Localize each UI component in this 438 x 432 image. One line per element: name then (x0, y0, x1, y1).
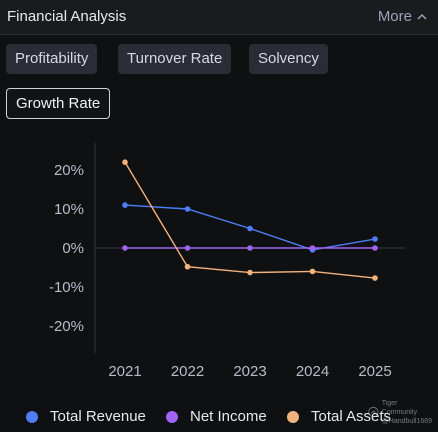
data-point-total-revenue[interactable] (372, 236, 378, 242)
y-tick-label: -20% (49, 318, 84, 335)
tiger-logo-icon (368, 406, 379, 418)
header: Financial Analysis More (0, 0, 438, 35)
tab-turnover-rate[interactable]: Turnover Rate (118, 44, 232, 74)
legend-total-assets[interactable]: Total Assets (287, 408, 391, 425)
x-tick-label: 2022 (171, 363, 204, 380)
watermark-line1: Tiger Community (381, 399, 418, 416)
data-point-total-assets[interactable] (184, 263, 191, 270)
tab-profitability[interactable]: Profitability (6, 44, 98, 74)
data-point-net-income[interactable] (309, 245, 316, 251)
legend-total-revenue[interactable]: Total Revenue (26, 408, 146, 425)
data-point-net-income[interactable] (372, 245, 378, 251)
data-point-total-assets[interactable] (372, 275, 378, 281)
data-point-total-revenue[interactable] (184, 206, 191, 212)
more-label: More (377, 8, 412, 25)
tab-growth-rate[interactable]: Growth Rate (6, 88, 111, 119)
growth-rate-chart: 20% 10% 0% -10% -20% 2021 2022 2023 2024 2025 (49, 142, 405, 380)
data-point-total-revenue[interactable] (247, 225, 253, 232)
page-title: Financial Analysis (7, 8, 127, 25)
y-tick-label: 0% (62, 240, 84, 257)
legend-label-total-assets: Total Assets (311, 408, 392, 425)
x-tick-label: 2024 (296, 363, 329, 380)
legend-dot-total-revenue (26, 410, 38, 423)
y-tick-label: 20% (54, 162, 84, 179)
watermark: Tiger Community @Handbull1669 (368, 398, 432, 426)
x-tick-label: 2021 (108, 363, 141, 380)
data-point-total-assets[interactable] (122, 159, 128, 165)
watermark-line2: @Handbull1669 (381, 417, 432, 425)
data-point-net-income[interactable] (184, 245, 191, 251)
x-tick-label: 2023 (233, 363, 266, 380)
data-point-total-assets[interactable] (247, 269, 253, 276)
x-tick-label: 2025 (358, 363, 391, 380)
legend-label-net-income: Net Income (190, 408, 267, 425)
tab-solvency[interactable]: Solvency (249, 44, 328, 74)
more-button[interactable]: More (378, 8, 428, 25)
legend-label-total-revenue: Total Revenue (50, 408, 146, 425)
chart-legend: Total Revenue Net Income Total Assets (0, 404, 438, 430)
legend-dot-net-income (166, 410, 178, 423)
legend-dot-total-assets (287, 410, 299, 423)
data-point-net-income[interactable] (247, 245, 253, 251)
chevron-up-icon (417, 13, 427, 20)
data-point-net-income[interactable] (122, 245, 128, 251)
series-line-total-assets (124, 161, 376, 279)
data-point-total-assets[interactable] (309, 268, 316, 275)
legend-net-income[interactable]: Net Income (166, 408, 267, 425)
data-point-total-revenue[interactable] (122, 202, 128, 208)
y-tick-label: 10% (54, 201, 84, 218)
y-tick-label: -10% (49, 279, 84, 296)
